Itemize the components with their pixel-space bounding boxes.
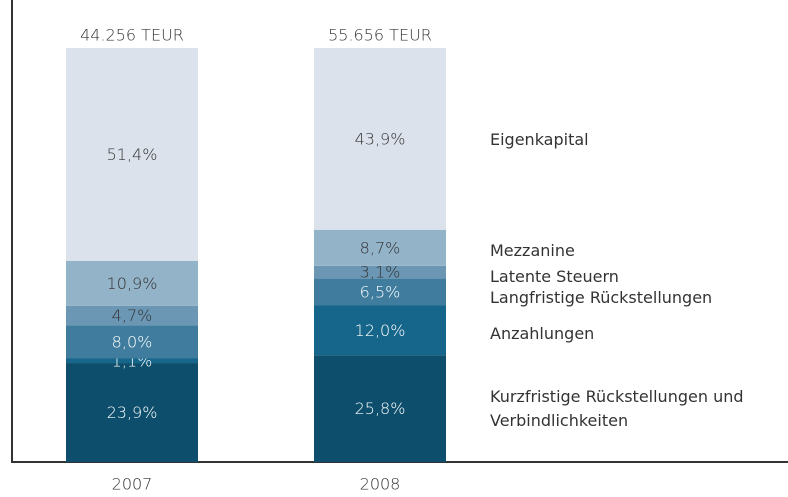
bar-segment bbox=[314, 48, 446, 230]
bar-segment bbox=[314, 355, 446, 462]
bar-segment bbox=[314, 265, 446, 279]
bar-segment bbox=[66, 48, 198, 261]
x-tick-label: 2008 bbox=[360, 475, 401, 494]
bar-segment bbox=[66, 305, 198, 326]
legend-label: Kurzfristige Rückstellungen und Verbindl… bbox=[490, 387, 744, 430]
bar-segment bbox=[314, 278, 446, 306]
legend-item: Kurzfristige Rückstellungen und Verbindl… bbox=[490, 387, 744, 430]
x-tick-label: 2007 bbox=[112, 475, 153, 494]
bar-segment bbox=[314, 229, 446, 266]
legend-label: Langfristige Rückstellungen bbox=[490, 288, 713, 307]
legend-item: Latente Steuern bbox=[490, 267, 619, 286]
legend-label: Mezzanine bbox=[490, 241, 575, 260]
total-label: 55.656 TEUR bbox=[328, 26, 432, 45]
bar-segment bbox=[314, 305, 446, 356]
value-label: 8,7% bbox=[360, 238, 401, 257]
value-label: 3,1% bbox=[360, 263, 401, 282]
value-label: 4,7% bbox=[112, 306, 153, 325]
legend-item: Langfristige Rückstellungen bbox=[490, 288, 713, 307]
value-label: 43,9% bbox=[355, 129, 406, 148]
bar-segment bbox=[66, 358, 198, 364]
bar-segment bbox=[66, 260, 198, 306]
value-label: 25,8% bbox=[355, 399, 406, 418]
legend-item: Eigenkapital bbox=[490, 130, 589, 149]
total-label: 44.256 TEUR bbox=[80, 26, 184, 45]
bar-segment bbox=[66, 325, 198, 359]
bar-segment bbox=[66, 363, 198, 462]
legend-item: Mezzanine bbox=[490, 241, 575, 260]
value-label: 8,0% bbox=[112, 332, 153, 351]
legend-label: Latente Steuern bbox=[490, 267, 619, 286]
value-label: 51,4% bbox=[107, 145, 158, 164]
value-label: 6,5% bbox=[360, 283, 401, 302]
value-label: 10,9% bbox=[107, 274, 158, 293]
legend-label: Anzahlungen bbox=[490, 324, 595, 343]
value-label: 23,9% bbox=[107, 403, 158, 422]
legend-item: Anzahlungen bbox=[490, 324, 595, 343]
legend-label: Eigenkapital bbox=[490, 130, 589, 149]
value-label: 12,0% bbox=[355, 321, 406, 340]
